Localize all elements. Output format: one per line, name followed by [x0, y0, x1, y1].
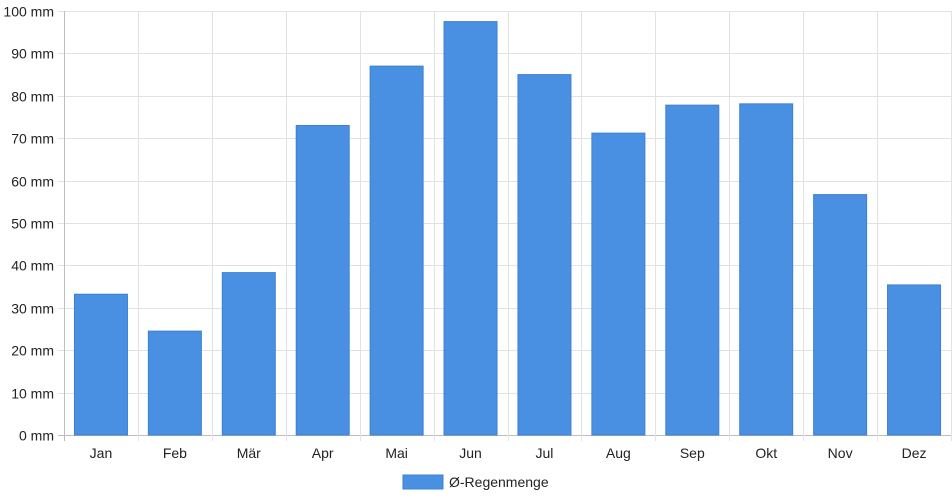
- bar-mai[interactable]: [369, 65, 424, 436]
- x-tick-label: Apr: [312, 445, 334, 461]
- y-tick-label: 70 mm: [11, 131, 54, 147]
- x-tick-label: Nov: [828, 445, 853, 461]
- x-tick-label: Dez: [902, 445, 927, 461]
- y-tick-label: 10 mm: [11, 386, 54, 402]
- x-tick-label: Jun: [459, 445, 482, 461]
- chart-legend[interactable]: Ø-Regenmenge: [402, 474, 549, 490]
- bar-mär[interactable]: [221, 272, 276, 436]
- bar-feb[interactable]: [147, 330, 202, 436]
- bar-jan[interactable]: [73, 293, 128, 436]
- y-tick-label: 50 mm: [11, 216, 54, 232]
- legend-label: Ø-Regenmenge: [449, 474, 549, 490]
- x-tick-label: Sep: [680, 445, 705, 461]
- chart-bars: [73, 21, 942, 436]
- y-tick-label: 40 mm: [11, 258, 54, 274]
- x-tick-label: Mär: [237, 445, 261, 461]
- x-axis-tick-labels: Jan Feb Mär Apr Mai Jun Jul Aug Sep Okt Nov Dez: [90, 445, 927, 461]
- x-tick-label: Aug: [606, 445, 631, 461]
- x-tick-label: Jul: [536, 445, 554, 461]
- y-tick-label: 60 mm: [11, 174, 54, 190]
- bar-aug[interactable]: [591, 132, 646, 436]
- bar-jul[interactable]: [517, 74, 572, 436]
- y-tick-label: 100 mm: [3, 4, 54, 20]
- legend-swatch: [402, 474, 444, 490]
- x-tick-label: Mai: [385, 445, 408, 461]
- y-tick-label: 30 mm: [11, 301, 54, 317]
- y-tick-label: 20 mm: [11, 343, 54, 359]
- y-tick-label: 90 mm: [11, 46, 54, 62]
- bar-okt[interactable]: [739, 103, 794, 436]
- y-tick-label: 0 mm: [19, 428, 54, 444]
- bar-jun[interactable]: [443, 21, 498, 436]
- y-axis-tick-labels: 0 mm 10 mm 20 mm 30 mm 40 mm 50 mm 60 mm 70 mm 8…: [3, 4, 54, 444]
- bar-dez[interactable]: [887, 284, 942, 436]
- x-tick-label: Jan: [90, 445, 113, 461]
- x-tick-label: Feb: [163, 445, 187, 461]
- x-tick-label: Okt: [755, 445, 777, 461]
- bar-apr[interactable]: [295, 124, 350, 436]
- bar-sep[interactable]: [665, 104, 720, 436]
- y-tick-label: 80 mm: [11, 89, 54, 105]
- bar-nov[interactable]: [813, 194, 868, 436]
